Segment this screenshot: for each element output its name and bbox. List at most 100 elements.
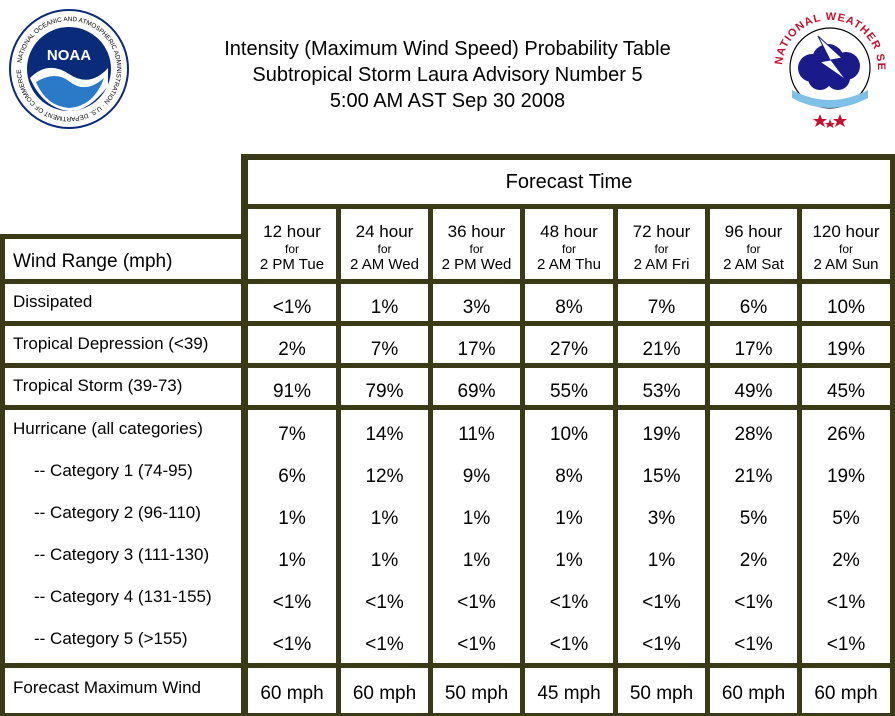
probability-value: 60 mph bbox=[721, 683, 786, 704]
column-hours: 24 hour bbox=[355, 222, 414, 241]
forecast-time-header: Forecast Time bbox=[248, 160, 890, 204]
probability-value: 3% bbox=[462, 297, 491, 318]
value-cell bbox=[248, 326, 336, 363]
probability-value: 6% bbox=[278, 466, 306, 487]
value-cell bbox=[525, 284, 613, 321]
probability-value: 7% bbox=[647, 297, 676, 318]
value-cell bbox=[618, 668, 705, 713]
probability-value: 10% bbox=[549, 424, 589, 445]
probability-value: 21% bbox=[734, 466, 773, 487]
probability-value: 60 mph bbox=[814, 683, 878, 704]
probability-value: 28% bbox=[734, 424, 773, 445]
probability-value: 2% bbox=[278, 339, 306, 360]
probability-value: 19% bbox=[826, 339, 866, 360]
probability-value: 69% bbox=[457, 381, 496, 402]
column-when: 2 AM Sat bbox=[723, 256, 784, 273]
column-for: for bbox=[561, 242, 576, 256]
probability-value: <1% bbox=[272, 297, 312, 318]
title-line-1: Intensity (Maximum Wind Speed) Probabili… bbox=[224, 38, 671, 60]
probability-value: 45% bbox=[826, 381, 866, 402]
forecast-time-label: Forecast Time bbox=[505, 170, 633, 193]
value-cell bbox=[710, 668, 797, 713]
row-label: -- Category 5 (>155) bbox=[34, 629, 188, 648]
row-label-cell bbox=[5, 410, 241, 663]
value-cell bbox=[433, 410, 520, 663]
probability-value: <1% bbox=[734, 592, 773, 613]
column-hours: 72 hour bbox=[632, 222, 691, 241]
probability-value: <1% bbox=[272, 634, 312, 655]
row-label-cell bbox=[5, 368, 241, 405]
value-cell bbox=[341, 668, 428, 713]
page-title: Intensity (Maximum Wind Speed) Probabili… bbox=[150, 36, 745, 114]
probability-value: <1% bbox=[457, 592, 496, 613]
value-cell bbox=[525, 668, 613, 713]
title-line-2: Subtropical Storm Laura Advisory Number … bbox=[252, 64, 643, 86]
column-hours: 12 hour bbox=[263, 222, 321, 241]
probability-value: 50 mph bbox=[444, 683, 509, 704]
column-for: for bbox=[284, 242, 299, 256]
row-label: Forecast Maximum Wind bbox=[13, 678, 201, 697]
probability-value: 9% bbox=[462, 466, 491, 487]
column-header: 96 hour for 2 AM Sat bbox=[710, 209, 797, 279]
probability-value: 1% bbox=[555, 550, 583, 571]
column-header: 36 hour for 2 PM Wed bbox=[433, 209, 520, 279]
probability-value: <1% bbox=[734, 634, 773, 655]
probability-value: 45 mph bbox=[537, 683, 601, 704]
probability-value: <1% bbox=[826, 634, 866, 655]
probability-value: 3% bbox=[647, 508, 676, 529]
column-for: for bbox=[377, 242, 392, 256]
column-for: for bbox=[838, 242, 853, 256]
probability-value: 15% bbox=[642, 466, 681, 487]
wind-range-header: Wind Range (mph) bbox=[5, 239, 241, 279]
value-cell bbox=[248, 284, 336, 321]
wind-range-label: Wind Range (mph) bbox=[13, 251, 173, 272]
probability-value: <1% bbox=[365, 634, 404, 655]
probability-value: 1% bbox=[370, 550, 399, 571]
probability-value: 14% bbox=[365, 424, 404, 445]
value-cell bbox=[710, 326, 797, 363]
probability-value: 1% bbox=[278, 550, 306, 571]
row-label-cell bbox=[5, 284, 241, 321]
probability-value: 1% bbox=[555, 508, 583, 529]
column-hours: 36 hour bbox=[447, 222, 506, 241]
value-cell bbox=[433, 368, 520, 405]
probability-value: 6% bbox=[739, 297, 768, 318]
column-header: 72 hour for 2 AM Fri bbox=[618, 209, 705, 279]
value-cell bbox=[618, 284, 705, 321]
column-hours: 120 hour bbox=[812, 222, 880, 241]
probability-value: <1% bbox=[642, 634, 681, 655]
probability-value: 12% bbox=[365, 466, 404, 487]
nws-logo: NATIONAL WEATHER SERVICE bbox=[764, 0, 892, 130]
probability-value: 79% bbox=[365, 381, 404, 402]
probability-value: 1% bbox=[370, 508, 399, 529]
probability-value: 1% bbox=[278, 508, 306, 529]
value-cell bbox=[525, 368, 613, 405]
column-when: 2 PM Tue bbox=[259, 256, 325, 273]
probability-value: 50 mph bbox=[629, 683, 694, 704]
probability-value: <1% bbox=[642, 592, 681, 613]
probability-value: 5% bbox=[739, 508, 768, 529]
probability-value: 53% bbox=[642, 381, 681, 402]
probability-value: 8% bbox=[555, 466, 583, 487]
column-header: 120 hour for 2 AM Sun bbox=[802, 209, 890, 279]
value-cell bbox=[341, 326, 428, 363]
noaa-logo-text: NOAA bbox=[47, 47, 91, 64]
probability-value: 10% bbox=[826, 297, 866, 318]
probability-value: 27% bbox=[549, 339, 589, 360]
value-cell bbox=[710, 410, 797, 663]
value-cell bbox=[710, 284, 797, 321]
probability-value: <1% bbox=[549, 592, 589, 613]
probability-value: <1% bbox=[457, 634, 496, 655]
value-cell bbox=[341, 368, 428, 405]
probability-value: 60 mph bbox=[352, 683, 417, 704]
probability-value: 17% bbox=[734, 339, 773, 360]
probability-value: <1% bbox=[549, 634, 589, 655]
row-label: Tropical Storm (39-73) bbox=[13, 376, 183, 395]
noaa-logo: NOAA NATIONAL OCEANIC AND ATMOSPHERIC AD… bbox=[8, 8, 130, 130]
value-cell bbox=[618, 368, 705, 405]
row-label: -- Category 1 (74-95) bbox=[34, 461, 193, 480]
value-cell bbox=[618, 410, 705, 663]
probability-value: 91% bbox=[272, 381, 312, 402]
probability-value: 1% bbox=[462, 508, 491, 529]
value-cell bbox=[802, 368, 890, 405]
